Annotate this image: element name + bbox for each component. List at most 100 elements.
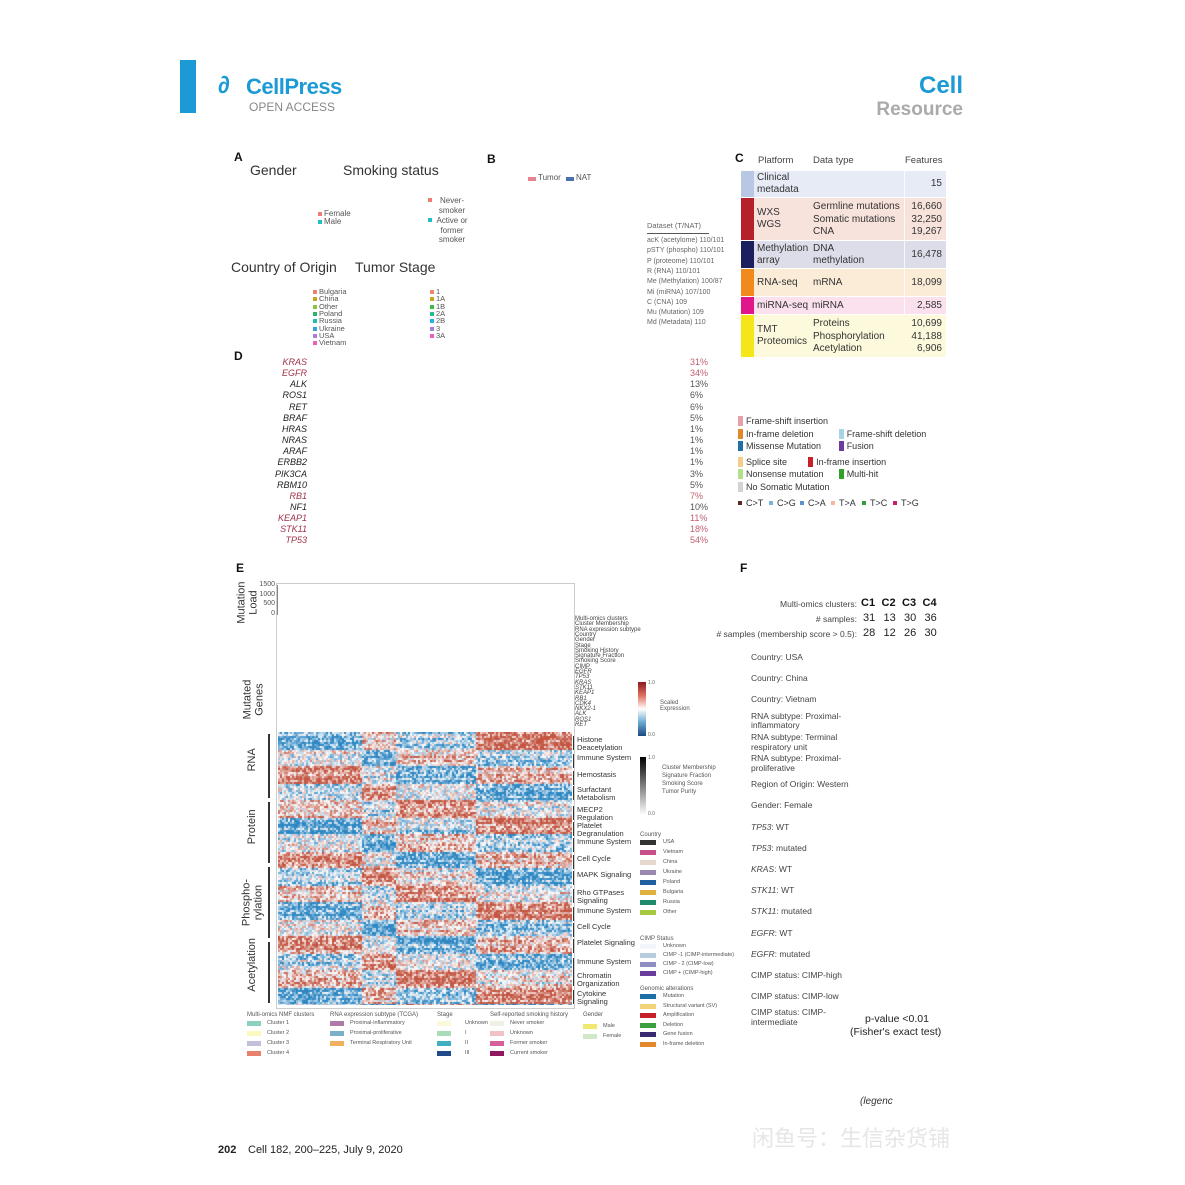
pie-title: Gender: [250, 162, 297, 178]
gene-label: RBM10: [276, 479, 307, 490]
legend-swatch: [330, 1031, 344, 1036]
legend-label: II: [465, 1040, 469, 1046]
features-divider: [904, 241, 905, 268]
legend-swatch: [313, 290, 317, 294]
data-type: Somatic mutations: [813, 213, 896, 225]
legend-label: CIMP - 2 (CIMP-low): [663, 961, 714, 967]
col-data-type: Data type: [813, 155, 854, 166]
legend-swatch: [330, 1041, 344, 1046]
legend-label: Male: [603, 1023, 615, 1029]
dataset-item: pSTY (phospho) 110/101: [647, 247, 725, 255]
feature-text: Region of Origin: Western: [751, 779, 849, 790]
gene-label: RET: [289, 401, 307, 412]
substitution-label: C>G: [777, 498, 796, 508]
feature-count: 10,699: [911, 318, 942, 329]
pathway-label: MAPK Signaling: [577, 870, 632, 879]
legend-swatch: [640, 953, 656, 958]
gene-label: BRAF: [282, 412, 307, 423]
legend-title: Stage: [437, 1012, 453, 1018]
legend-label: I: [465, 1030, 467, 1036]
pathway-tick: [573, 806, 574, 820]
platform-name: Clinical metadata: [757, 172, 799, 195]
panel-a-label: A: [234, 150, 243, 164]
legend-swatch: [437, 1041, 451, 1046]
substitution-swatch: [800, 501, 804, 505]
pathway-label: Immune System: [577, 837, 632, 846]
gene-percent: 54%: [690, 535, 709, 546]
gene-label: HRAS: [281, 423, 307, 434]
data-type: miRNA: [812, 299, 844, 311]
legend-swatch: [313, 333, 317, 338]
legend-swatch: [428, 198, 432, 202]
track-label: RB1: [575, 695, 587, 702]
track-label: CIMP: [575, 663, 590, 670]
dataset-item: P (proteome) 110/101: [647, 257, 715, 265]
legend-swatch: [640, 1041, 656, 1047]
legend-swatch: [583, 1034, 597, 1039]
legend-swatch: [247, 1021, 261, 1026]
open-access: OPEN ACCESS: [249, 100, 336, 114]
feature-label: Country: USA: [751, 652, 859, 663]
legend-label: Male: [324, 217, 342, 226]
mutated-genes-label: Mutated Genes: [241, 679, 265, 720]
platform-color-bar: [741, 297, 754, 314]
feature-text: CIMP status: CIMP-intermediate: [751, 1007, 826, 1028]
gene-name: TP53: [751, 821, 772, 832]
feature-count: 32,250: [911, 213, 942, 225]
legend-swatch: [247, 1041, 261, 1046]
feature-count: 18,099: [911, 276, 942, 288]
gray-label: Signature Fraction: [662, 773, 712, 779]
legend-label: 2B: [436, 316, 446, 326]
legend-swatch: [738, 456, 743, 467]
platform-name: miRNA-seq: [757, 299, 809, 311]
legend-swatch: [640, 840, 656, 845]
pathway-label: Cell Cycle: [577, 854, 611, 863]
legend-swatch: [640, 880, 656, 885]
pathway-label: Cell Cycle: [577, 922, 611, 931]
feature-label: Country: China: [751, 673, 859, 684]
gray-label: Cluster Membership: [662, 765, 716, 771]
legend-swatch: [808, 456, 814, 467]
legend-label: Ukraine: [319, 323, 345, 333]
track-label: Gender: [575, 637, 596, 644]
legend-label: Fusion: [846, 441, 874, 452]
legend-swatch: [640, 900, 656, 905]
legend-label: Unknown: [510, 1030, 533, 1036]
pathway-tick: [573, 822, 574, 836]
legend-label: CIMP + (CIMP-high): [663, 970, 713, 976]
legend-label: China: [663, 859, 678, 865]
pathway-label: Immune System: [577, 753, 632, 762]
legend-label: 1A: [436, 294, 446, 304]
gray-label: Tumor Purity: [662, 789, 697, 795]
gene-percent: 13%: [690, 379, 709, 390]
test-note: (Fisher's exact test): [850, 1026, 942, 1038]
panel-e-label: E: [236, 561, 245, 575]
track-label: KRAS: [575, 679, 592, 686]
feature-text: RNA subtype: Terminal respiratory unit: [751, 731, 838, 752]
feature-label: RNA subtype: Proximal-inflammatory: [751, 711, 859, 732]
feature-label: Gender: Female: [751, 801, 859, 811]
dataset-item: Me (Methylation) 100/87: [647, 278, 723, 286]
legend-swatch: [640, 1032, 656, 1037]
y-tick: 1500: [259, 581, 275, 588]
legend-title: Self-reported smoking history: [490, 1012, 569, 1018]
brand-name: CellPress: [246, 74, 342, 99]
colorbar-max: 1.0: [648, 680, 655, 686]
legend-label: Gene fusion: [663, 1031, 693, 1037]
legend-swatch: [430, 290, 434, 294]
gene-label: ERBB2: [277, 457, 307, 468]
pathway-label: MECP2 Regulation: [577, 805, 613, 822]
feature-count: 2,585: [916, 299, 942, 311]
legend-swatch: [430, 319, 434, 324]
omics-bracket: [268, 942, 270, 1003]
legend-label: CIMP -1 (CIMP-intermediate): [663, 952, 735, 958]
pathway-label: Cytokine Signaling: [577, 989, 608, 1006]
legend-swatch: [313, 319, 317, 324]
legend-swatch: [640, 870, 656, 875]
legend-label: Deletion: [663, 1021, 684, 1028]
data-type: Proteins: [813, 318, 850, 329]
colorbar-min: 0.0: [648, 732, 655, 738]
legend-label: Missense Mutation: [746, 441, 822, 452]
substitution-label: C>T: [746, 498, 764, 508]
substitution-swatch: [738, 501, 742, 505]
